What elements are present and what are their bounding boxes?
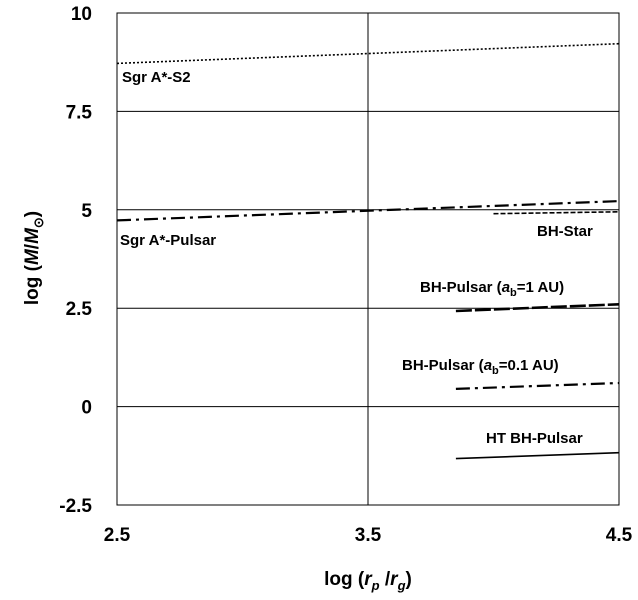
x-title-r1: r: [364, 569, 373, 590]
label-bh-pulsar-01au: BH-Pulsar (ab=0.1 AU): [402, 357, 559, 377]
y-axis-title: log (M/M⊙): [22, 211, 46, 305]
label-bh-pulsar-01au-sub: b: [492, 365, 499, 377]
x-tick-label: 3.5: [355, 525, 382, 546]
series-line-bh-pulsar-a-b-0-1-au: [455, 381, 620, 390]
label-bh-pulsar-1au-pre: BH-Pulsar (: [420, 279, 502, 296]
x-title-mid: /: [380, 569, 391, 590]
y-title-m2: M: [22, 227, 43, 244]
label-bh-pulsar-01au-pre: BH-Pulsar (: [402, 357, 484, 374]
gridlines: [116, 12, 620, 506]
x-title-r2: r: [390, 569, 399, 590]
label-bh-pulsar-01au-a: a: [484, 357, 492, 374]
series-line-sgr-a-pulsar: [116, 200, 620, 222]
label-bh-pulsar-1au: BH-Pulsar (ab=1 AU): [420, 279, 564, 299]
label-bh-pulsar-1au-a: a: [502, 279, 510, 296]
y-tick-label: 5: [81, 201, 92, 222]
x-title-post: ): [406, 569, 412, 590]
series-line-bh-pulsar-a-b-1-au: [455, 303, 620, 313]
x-tick-label: 2.5: [104, 525, 131, 546]
y-tick-label: -2.5: [59, 496, 92, 517]
y-tick-label: 2.5: [66, 299, 93, 320]
label-ht-bh-pulsar: HT BH-Pulsar: [486, 430, 583, 447]
tick-labels: 10 7.5 5 2.5 0 -2.5 2.5 3.5 4.5: [59, 4, 632, 546]
y-title-m: M: [22, 248, 43, 265]
x-title-r2-sub: g: [397, 578, 406, 593]
y-title-slash: /: [22, 243, 43, 249]
y-tick-label: 0: [81, 398, 92, 419]
label-sgr-s2: Sgr A*-S2: [122, 69, 191, 86]
label-bh-star: BH-Star: [537, 223, 593, 240]
x-title-r1-sub: p: [371, 578, 380, 593]
x-axis-title: log (rp /rg): [324, 569, 412, 593]
label-bh-pulsar-1au-sub: b: [510, 287, 517, 299]
y-tick-label: 10: [71, 4, 92, 25]
y-title-post: ): [22, 211, 43, 217]
data-series: [116, 42, 620, 460]
y-title-pre: log (: [22, 264, 43, 305]
x-title-pre: log (: [324, 569, 365, 590]
label-bh-pulsar-1au-post: =1 AU): [517, 279, 564, 296]
y-title-sun: ⊙: [31, 217, 46, 228]
label-bh-pulsar-01au-post: =0.1 AU): [499, 357, 559, 374]
x-tick-label: 4.5: [606, 525, 633, 546]
y-tick-label: 7.5: [66, 102, 93, 123]
label-sgr-pulsar: Sgr A*-Pulsar: [120, 232, 216, 249]
series-line-ht-bh-pulsar: [455, 451, 620, 460]
